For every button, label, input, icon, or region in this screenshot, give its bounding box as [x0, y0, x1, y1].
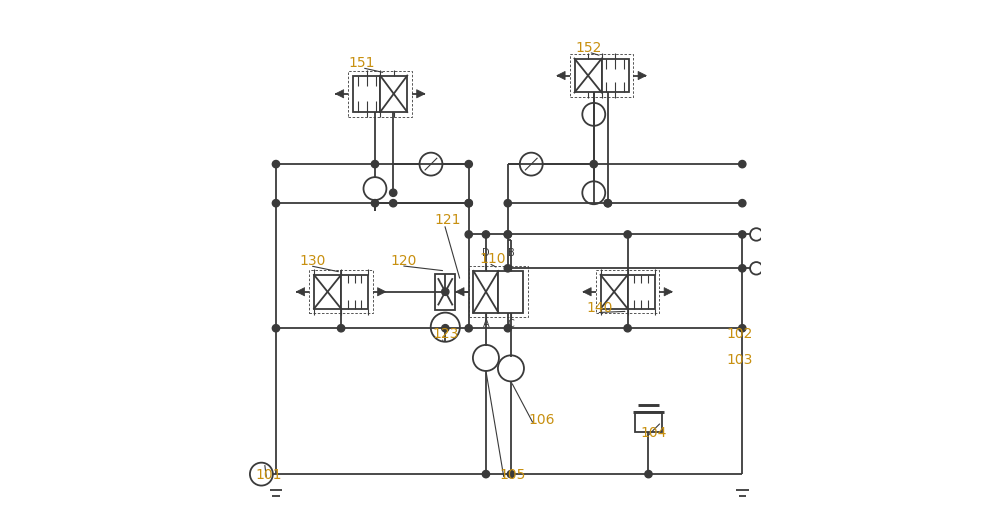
Text: 123: 123 [432, 327, 459, 341]
Text: D: D [482, 249, 490, 258]
Circle shape [371, 160, 379, 168]
Polygon shape [335, 90, 344, 98]
Circle shape [272, 160, 280, 168]
Text: 140: 140 [586, 301, 612, 315]
Circle shape [272, 325, 280, 332]
Circle shape [739, 200, 746, 207]
Circle shape [390, 189, 397, 196]
Circle shape [442, 288, 449, 295]
Polygon shape [664, 288, 672, 296]
Circle shape [504, 265, 511, 272]
Circle shape [390, 200, 397, 207]
Circle shape [624, 325, 631, 332]
Circle shape [504, 325, 511, 332]
Text: 120: 120 [391, 254, 417, 268]
Circle shape [337, 325, 345, 332]
Bar [498, 271, 523, 313]
Circle shape [371, 200, 379, 207]
Bar [380, 76, 407, 112]
Circle shape [465, 200, 472, 207]
Text: 121: 121 [435, 213, 461, 227]
Bar [628, 275, 655, 308]
Text: 103: 103 [727, 353, 753, 367]
Text: A: A [483, 319, 489, 329]
Polygon shape [557, 71, 565, 80]
Text: 102: 102 [727, 327, 753, 341]
Circle shape [739, 325, 746, 332]
Circle shape [507, 470, 515, 478]
Circle shape [590, 160, 597, 168]
Circle shape [504, 200, 511, 207]
Text: C: C [508, 319, 514, 329]
Circle shape [465, 160, 472, 168]
Text: 101: 101 [255, 468, 282, 482]
Bar [602, 59, 629, 93]
Circle shape [465, 325, 472, 332]
Circle shape [482, 470, 490, 478]
Text: 106: 106 [529, 413, 555, 427]
Circle shape [465, 200, 472, 207]
Bar [309, 270, 373, 313]
Bar [353, 76, 380, 112]
Bar [469, 266, 528, 317]
Circle shape [604, 200, 611, 207]
Bar [435, 274, 455, 310]
Polygon shape [417, 90, 425, 98]
Text: 110: 110 [479, 252, 506, 266]
Circle shape [442, 325, 449, 332]
Circle shape [504, 231, 511, 238]
Bar [348, 71, 412, 117]
Circle shape [739, 231, 746, 238]
Circle shape [624, 231, 631, 238]
Text: 151: 151 [349, 56, 375, 70]
Bar [570, 54, 633, 97]
Bar [314, 275, 341, 308]
Bar [575, 59, 602, 93]
Text: B: B [508, 249, 514, 258]
Polygon shape [456, 288, 464, 296]
Circle shape [739, 160, 746, 168]
Text: 104: 104 [641, 426, 667, 440]
Polygon shape [583, 288, 591, 296]
Text: 152: 152 [576, 41, 602, 55]
Circle shape [504, 231, 511, 238]
Circle shape [465, 231, 472, 238]
Circle shape [739, 265, 746, 272]
Text: 130: 130 [299, 254, 326, 268]
Bar [341, 275, 368, 308]
Bar [473, 271, 498, 313]
Circle shape [482, 231, 490, 238]
Circle shape [272, 200, 280, 207]
Circle shape [604, 200, 611, 207]
Circle shape [645, 470, 652, 478]
Polygon shape [296, 288, 305, 296]
Bar [635, 412, 662, 432]
Text: 105: 105 [499, 468, 525, 482]
Polygon shape [378, 288, 386, 296]
Bar [601, 275, 628, 308]
Bar [596, 270, 659, 313]
Polygon shape [638, 71, 646, 80]
